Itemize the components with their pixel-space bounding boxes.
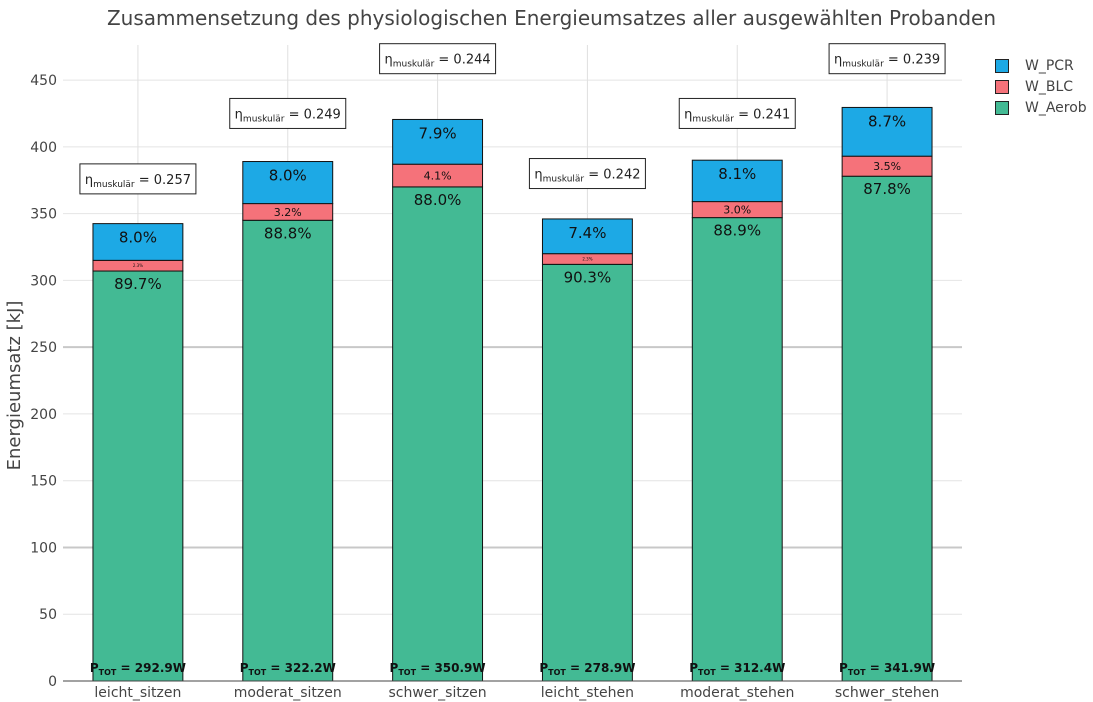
data-label: 2.3% <box>582 256 592 261</box>
bar-segment-W_PCR <box>691 159 783 203</box>
bar-segment-W_Aerob <box>841 175 933 682</box>
ptot-label: PTOT = 341.9W <box>839 661 935 677</box>
data-label: 87.8% <box>863 180 911 198</box>
y-tick-label: 100 <box>30 540 57 556</box>
legend-item[interactable]: W_Aerob <box>995 97 1087 118</box>
legend-label: W_PCR <box>1025 57 1074 74</box>
data-label: 8.7% <box>868 112 906 130</box>
eta-annotation: ηmuskulär = 0.249 <box>235 107 341 124</box>
data-label: 8.0% <box>119 229 157 247</box>
bar-segment-W_Aerob <box>242 219 334 682</box>
ptot-label: PTOT = 312.4W <box>689 661 785 677</box>
bar-segment-W_PCR <box>392 118 484 165</box>
chart-title: Zusammensetzung des physiologischen Ener… <box>106 6 997 30</box>
data-label: 88.0% <box>414 191 462 209</box>
legend-label: W_Aerob <box>1025 99 1087 116</box>
x-tick-label: leicht_stehen <box>541 685 634 701</box>
bar-segment-W_Aerob <box>541 263 633 682</box>
y-tick-label: 0 <box>48 674 57 690</box>
eta-annotation-box <box>678 97 796 129</box>
data-label: 88.8% <box>264 224 312 242</box>
bar-segment-W_PCR <box>242 161 334 205</box>
data-label: 7.4% <box>568 224 606 242</box>
x-tick-label: moderat_sitzen <box>234 685 342 701</box>
bar-segment-W_Aerob <box>92 270 184 682</box>
ptot-label: PTOT = 322.2W <box>240 661 336 677</box>
ptot-label: PTOT = 350.9W <box>390 661 486 677</box>
y-tick-label: 450 <box>30 73 57 89</box>
legend-item[interactable]: W_PCR <box>995 55 1087 76</box>
x-tick-label: moderat_stehen <box>680 685 794 701</box>
eta-annotation: ηmuskulär = 0.241 <box>684 107 790 124</box>
data-label: 3.0% <box>723 203 751 216</box>
x-tick-label: schwer_sitzen <box>388 685 486 701</box>
eta-annotation-box <box>828 43 946 75</box>
eta-annotation: ηmuskulär = 0.239 <box>834 53 940 70</box>
eta-annotation-box <box>79 163 197 195</box>
gridlines <box>63 45 962 681</box>
eta-annotation-box <box>528 158 646 190</box>
data-label: 4.1% <box>424 169 452 182</box>
bar-segment-W_PCR <box>841 106 933 157</box>
data-label: 8.1% <box>718 165 756 183</box>
legend-swatch <box>995 58 1009 73</box>
bar-segment-W_Aerob <box>691 217 783 682</box>
y-tick-label: 400 <box>30 140 57 156</box>
data-label: 90.3% <box>564 268 612 286</box>
eta-annotation: ηmuskulär = 0.244 <box>385 53 491 70</box>
x-tick-label: schwer_stehen <box>835 685 939 701</box>
ptot-label: PTOT = 292.9W <box>90 661 186 677</box>
legend-label: W_BLC <box>1025 78 1074 95</box>
axes: 0 50 100 150 200 250 300 350 400 450 Energieumsatz… <box>4 73 962 701</box>
eta-annotation: ηmuskulär = 0.242 <box>534 168 640 185</box>
bar-segment-W_Aerob <box>392 186 484 682</box>
legend: W_PCR W_BLC W_Aerob <box>995 55 1087 118</box>
legend-swatch <box>995 100 1009 115</box>
x-tick-label: leicht_sitzen <box>94 685 181 701</box>
y-tick-label: 200 <box>30 407 57 423</box>
data-label: 89.7% <box>114 275 162 293</box>
y-tick-label: 250 <box>30 340 57 356</box>
bar-segment-W_PCR <box>541 218 633 255</box>
data-label: 3.2% <box>274 206 302 219</box>
y-tick-label: 50 <box>39 607 57 623</box>
eta-annotation: ηmuskulär = 0.257 <box>85 173 191 190</box>
ptot-label: PTOT = 278.9W <box>539 661 635 677</box>
data-label: 7.9% <box>419 124 457 142</box>
y-tick-label: 150 <box>30 474 57 490</box>
legend-swatch <box>995 79 1009 94</box>
data-label: 88.9% <box>713 222 761 240</box>
legend-item[interactable]: W_BLC <box>995 76 1087 97</box>
data-labels: 89.7% 2.3% 8.0% PTOT = 292.9W ηmuskulär = 0.… <box>79 43 946 677</box>
y-axis-title: Energieumsatz [kJ] <box>4 301 25 471</box>
y-tick-label: 300 <box>30 273 57 289</box>
data-label: 8.0% <box>269 167 307 185</box>
y-tick-label: 350 <box>30 207 57 223</box>
bars <box>92 106 933 682</box>
data-label: 3.5% <box>873 160 901 173</box>
eta-annotation-box <box>229 97 347 129</box>
eta-annotation-box <box>379 43 497 75</box>
bar-segment-W_PCR <box>92 223 184 261</box>
data-label: 2.3% <box>133 263 143 268</box>
